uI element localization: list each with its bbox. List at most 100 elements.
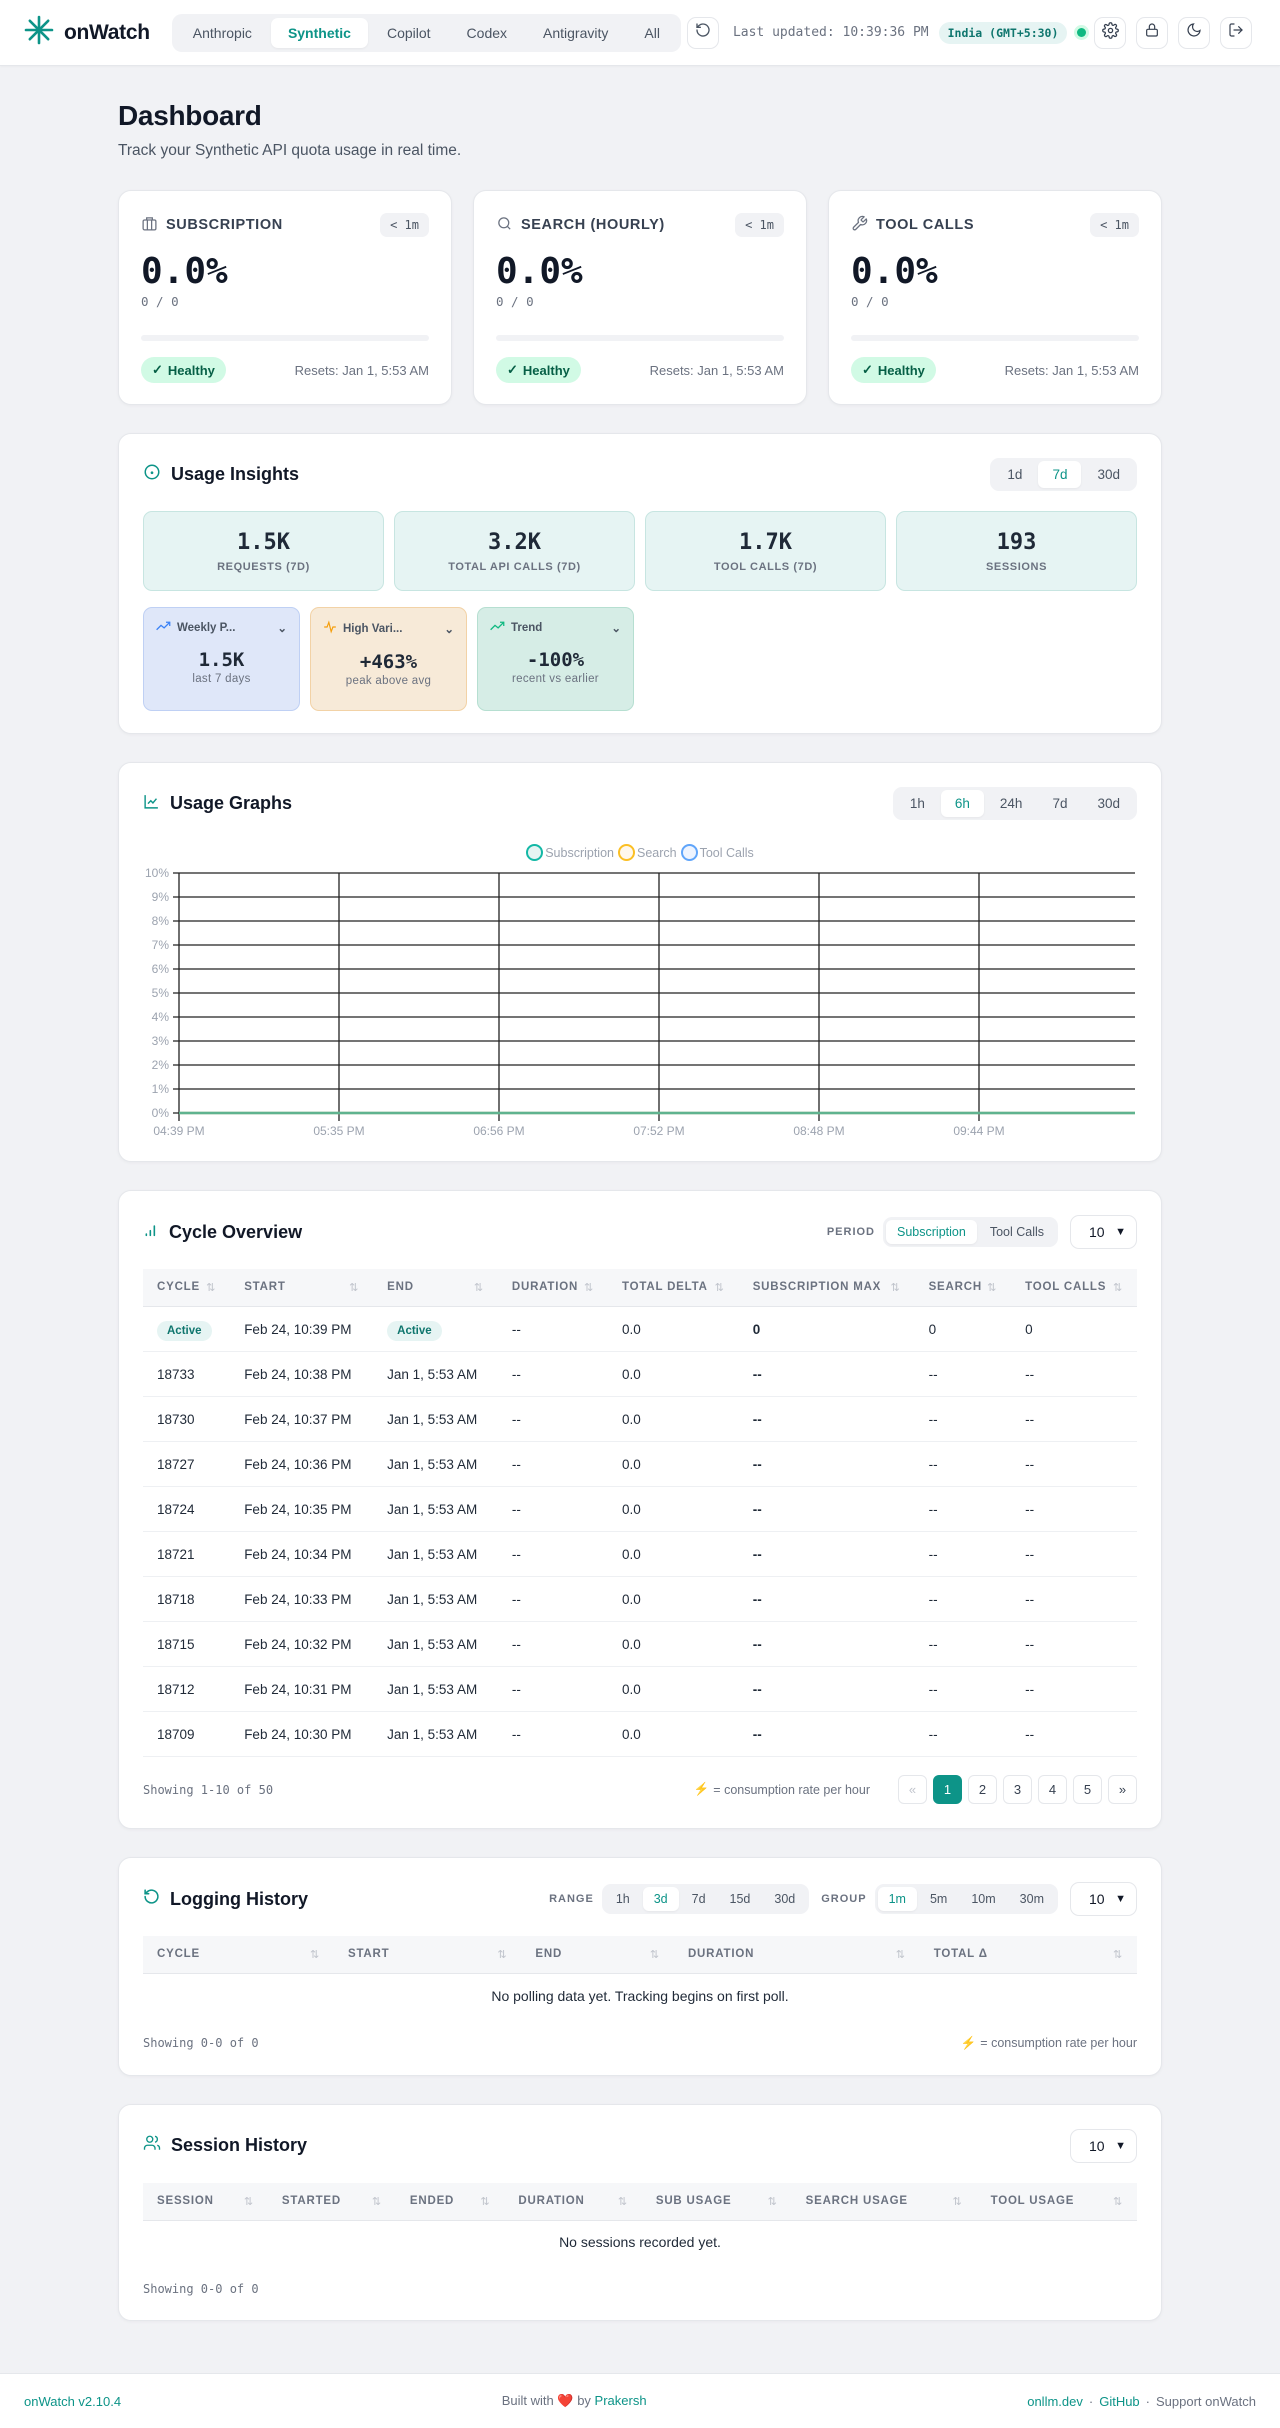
legend-subscription[interactable]: Subscription: [526, 844, 614, 861]
column-header[interactable]: SUB USAGE ⇅: [641, 2182, 792, 2221]
column-header[interactable]: TOOL CALLS ⇅: [1011, 1269, 1137, 1307]
column-header[interactable]: START ⇅: [333, 1936, 522, 1974]
author-link[interactable]: Prakersh: [594, 2393, 647, 2408]
cell-total-delta: 0.0: [608, 1576, 739, 1622]
period-subscription[interactable]: Subscription: [886, 1220, 977, 1244]
range-30d[interactable]: 30d: [1097, 796, 1120, 811]
column-header[interactable]: START ⇅: [230, 1269, 374, 1307]
github-link[interactable]: GitHub: [1099, 2393, 1140, 2409]
page-3-button[interactable]: 3: [1003, 1775, 1032, 1804]
insight-high-variance[interactable]: High Vari... ⌄ +463% peak above avg: [310, 607, 467, 711]
table-row[interactable]: Active Feb 24, 10:39 PM Active -- 0.0 0 0 0: [143, 1306, 1137, 1352]
empty-state: No polling data yet. Tracking begins on …: [491, 1987, 789, 2004]
settings-button[interactable]: [1094, 16, 1127, 49]
check-icon: ✓: [862, 362, 873, 377]
column-header[interactable]: TOTAL Δ ⇅: [919, 1936, 1137, 1974]
range-1h[interactable]: 1h: [615, 1892, 630, 1906]
group-5m[interactable]: 5m: [929, 1892, 948, 1906]
onllm-link[interactable]: onllm.dev: [1027, 2393, 1083, 2409]
cell-start: Feb 24, 10:35 PM: [230, 1486, 374, 1532]
next-page-button[interactable]: »: [1108, 1775, 1137, 1804]
stat-value: 1.5K: [237, 529, 290, 555]
rows-per-page-select[interactable]: 10 ▼: [1070, 1882, 1137, 1916]
table-row[interactable]: 18727 Feb 24, 10:36 PM Jan 1, 5:53 AM -- 0.0…: [143, 1441, 1137, 1487]
legend-tool-calls[interactable]: Tool Calls: [680, 844, 754, 861]
range-1h[interactable]: 1h: [909, 796, 925, 811]
column-header[interactable]: DURATION ⇅: [504, 2182, 642, 2221]
quota-progress-bar: [141, 335, 429, 341]
tab-anthropic[interactable]: Anthropic: [192, 24, 252, 41]
column-header[interactable]: CYCLE ⇅: [143, 1936, 334, 1974]
legend-search[interactable]: Search: [618, 844, 677, 861]
insight-trend[interactable]: Trend ⌄ -100% recent vs earlier: [477, 607, 634, 711]
table-row[interactable]: 18715 Feb 24, 10:32 PM Jan 1, 5:53 AM -- 0.0…: [143, 1621, 1137, 1667]
column-header[interactable]: DURATION ⇅: [673, 1936, 920, 1974]
range-30d[interactable]: 30d: [774, 1892, 796, 1906]
support-link[interactable]: Support onWatch: [1156, 2393, 1256, 2409]
range-7d[interactable]: 7d: [691, 1892, 706, 1906]
status-badge: ✓ Healthy: [496, 357, 581, 383]
table-row[interactable]: 18733 Feb 24, 10:38 PM Jan 1, 5:53 AM -- 0.0…: [143, 1351, 1137, 1397]
cell-end: Jan 1, 5:53 AM: [373, 1396, 498, 1442]
period-tool-calls[interactable]: Tool Calls: [989, 1225, 1044, 1239]
page-2-button[interactable]: 2: [968, 1775, 997, 1804]
tab-all[interactable]: All: [644, 24, 660, 41]
group-10m[interactable]: 10m: [971, 1892, 996, 1906]
rows-per-page-select[interactable]: 10 ▼: [1070, 1215, 1137, 1249]
table-row[interactable]: 18709 Feb 24, 10:30 PM Jan 1, 5:53 AM -- 0.0…: [143, 1711, 1137, 1757]
prev-page-button[interactable]: «: [898, 1775, 927, 1804]
table-row[interactable]: 18730 Feb 24, 10:37 PM Jan 1, 5:53 AM -- 0.0…: [143, 1396, 1137, 1442]
tab-codex[interactable]: Codex: [466, 24, 508, 41]
refresh-button[interactable]: [686, 16, 719, 49]
column-header[interactable]: TOTAL DELTA ⇅: [608, 1269, 739, 1307]
column-header[interactable]: STARTED ⇅: [267, 2182, 396, 2221]
chart-legend: Subscription Search Tool Calls: [143, 844, 1137, 861]
sort-icon: ⇅: [583, 1282, 595, 1294]
table-row[interactable]: 18721 Feb 24, 10:34 PM Jan 1, 5:53 AM -- 0.0…: [143, 1531, 1137, 1577]
page-4-button[interactable]: 4: [1038, 1775, 1067, 1804]
column-header[interactable]: SESSION ⇅: [143, 2182, 268, 2221]
column-header[interactable]: TOOL USAGE ⇅: [976, 2182, 1137, 2221]
usage-line-chart[interactable]: 0% 1% 2% 3% 4% 5% 6% 7% 8% 9% 10% 04:39 PM 05:35 PM 0…: [143, 863, 1137, 1145]
column-header[interactable]: END ⇅: [373, 1269, 498, 1307]
range-24h[interactable]: 24h: [999, 796, 1023, 811]
tab-antigravity[interactable]: Antigravity: [543, 24, 609, 41]
column-header[interactable]: END ⇅: [521, 1936, 674, 1974]
range-3d[interactable]: 3d: [642, 1887, 679, 1911]
column-header[interactable]: SUBSCRIPTION MAX ⇅: [738, 1269, 915, 1307]
column-header[interactable]: ENDED ⇅: [395, 2182, 505, 2221]
brand[interactable]: onWatch: [24, 15, 150, 50]
tab-copilot[interactable]: Copilot: [386, 24, 431, 41]
group-1m[interactable]: 1m: [877, 1887, 917, 1911]
range-7d[interactable]: 7d: [1038, 461, 1082, 488]
quota-title: TOOL CALLS: [876, 217, 975, 233]
timezone-badge[interactable]: India (GMT+5:30): [938, 21, 1068, 44]
pagination-summary: Showing 0-0 of 0: [143, 2282, 259, 2296]
dark-mode-button[interactable]: [1178, 16, 1211, 49]
column-header[interactable]: CYCLE ⇅: [143, 1269, 231, 1307]
range-30d[interactable]: 30d: [1097, 467, 1120, 482]
range-7d[interactable]: 7d: [1052, 796, 1068, 811]
page-5-button[interactable]: 5: [1073, 1775, 1102, 1804]
range-6h[interactable]: 6h: [940, 790, 984, 817]
footer-links: onllm.dev · GitHub · Support onWatch: [1027, 2393, 1256, 2409]
lock-button[interactable]: [1136, 16, 1169, 49]
range-1d[interactable]: 1d: [1007, 467, 1023, 482]
tab-synthetic[interactable]: Synthetic: [270, 17, 368, 48]
range-15d[interactable]: 15d: [729, 1892, 751, 1906]
column-header[interactable]: DURATION ⇅: [497, 1269, 609, 1307]
logout-button[interactable]: [1220, 16, 1253, 49]
users-icon: [143, 2134, 161, 2157]
cell-sub-max: --: [738, 1531, 915, 1577]
stat-tool-calls: 1.7K TOOL CALLS (7D): [645, 511, 886, 591]
table-row[interactable]: 18718 Feb 24, 10:33 PM Jan 1, 5:53 AM -- 0.0…: [143, 1576, 1137, 1622]
column-header[interactable]: SEARCH USAGE ⇅: [791, 2182, 977, 2221]
column-header[interactable]: SEARCH ⇅: [914, 1269, 1012, 1307]
page-1-button[interactable]: 1: [933, 1775, 962, 1804]
insight-weekly[interactable]: Weekly P... ⌄ 1.5K last 7 days: [143, 607, 300, 711]
cell-end: Jan 1, 5:53 AM: [373, 1666, 498, 1712]
table-row[interactable]: 18724 Feb 24, 10:35 PM Jan 1, 5:53 AM -- 0.0…: [143, 1486, 1137, 1532]
table-row[interactable]: 18712 Feb 24, 10:31 PM Jan 1, 5:53 AM -- 0.0…: [143, 1666, 1137, 1712]
rows-per-page-select[interactable]: 10 ▼: [1070, 2128, 1137, 2163]
group-30m[interactable]: 30m: [1019, 1892, 1044, 1906]
